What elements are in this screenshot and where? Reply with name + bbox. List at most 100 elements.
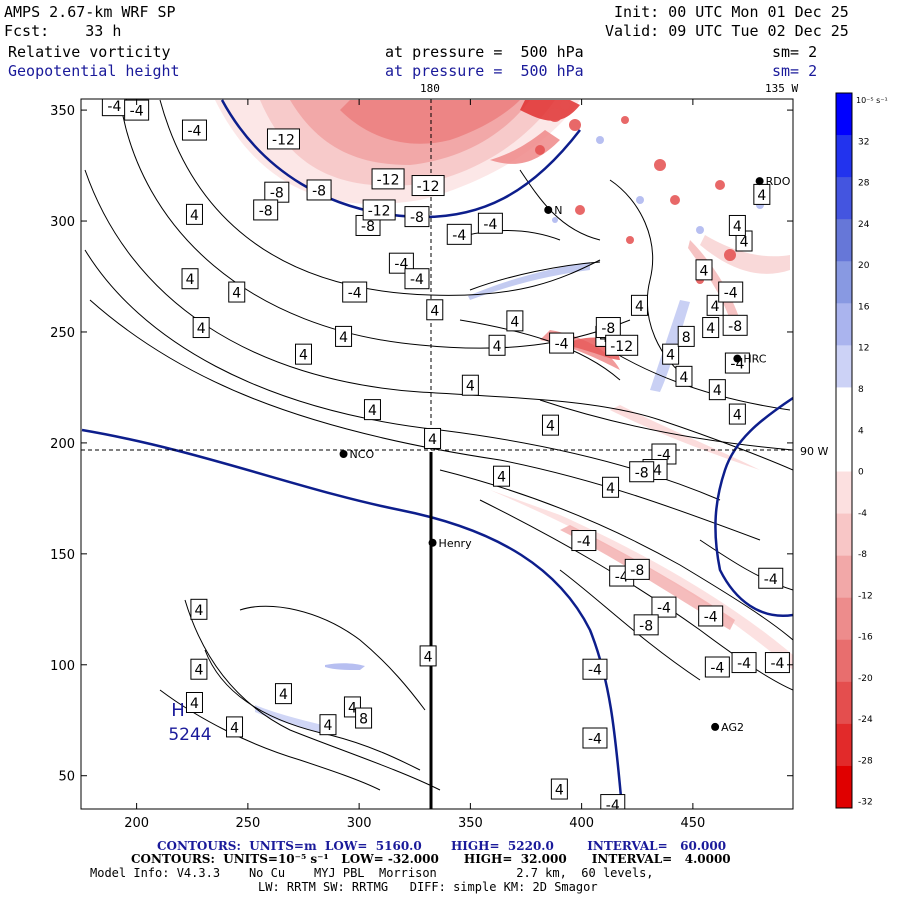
colorbar-label: 28 — [858, 179, 870, 189]
lon-label-90w: 90 W — [800, 445, 828, 458]
station-dot — [755, 177, 764, 186]
station-dot — [428, 538, 437, 547]
contour-label-4-box — [274, 683, 292, 705]
contour-label-4-box — [190, 658, 208, 680]
y-tick-label: 300 — [50, 215, 75, 230]
colorbar-swatch — [836, 471, 852, 515]
colorbar-swatch — [836, 345, 852, 388]
field2-level: at pressure = 500 hPa — [385, 62, 584, 80]
contour-label-neg4-box — [764, 652, 790, 674]
contour-label-4-box — [335, 325, 353, 347]
plot-frame — [80, 98, 794, 810]
contour-label-neg8-box — [404, 206, 430, 228]
contour-label-neg12-box — [411, 175, 445, 197]
contour-label-neg4: -4 — [764, 572, 778, 588]
contour-label-4: 4 — [680, 370, 689, 386]
colorbar-swatch — [836, 93, 852, 136]
contour-label-4: 4 — [493, 339, 502, 355]
contour-label-4: 4 — [194, 603, 203, 619]
contour-label-4: 4 — [635, 299, 644, 315]
x-tick-label: 350 — [458, 816, 483, 831]
contour-label-4: 4 — [424, 649, 433, 665]
init-time: Init: 00 UTC Mon 01 Dec 25 — [614, 3, 849, 21]
contour-label-neg4-box — [698, 605, 724, 627]
station-dot — [339, 450, 348, 458]
colorbar-label: 24 — [858, 220, 870, 230]
contour-label-4-box — [728, 214, 746, 236]
contour-label-neg4: -4 — [410, 272, 424, 288]
contour-label-neg4: -4 — [724, 286, 738, 302]
contour-label-neg4-box — [549, 332, 575, 354]
station-label: RDO — [766, 175, 791, 188]
contour-label-neg8: -8 — [630, 563, 644, 579]
contour-label-4: 4 — [232, 286, 241, 302]
contour-label-4-box — [602, 476, 620, 498]
footer-vorticity-contours: CONTOURS: UNITS=10⁻⁵ s⁻¹ LOW= -32.000 HI… — [131, 852, 731, 866]
y-tick-label: 100 — [50, 659, 75, 674]
footer-model-info: Model Info: V4.3.3 No Cu MYJ PBL Morriso… — [90, 866, 654, 880]
lon-label-135w: 135 W — [765, 82, 799, 95]
contour-label-4: 4 — [706, 321, 715, 337]
contour-label-neg12: -12 — [368, 203, 391, 219]
x-tick-label: 450 — [680, 816, 705, 831]
contour-label-neg8: -8 — [728, 319, 742, 335]
contour-label-neg8: -8 — [270, 186, 284, 202]
contour-label-neg4-box — [651, 596, 677, 618]
contour-label-neg8: -8 — [410, 210, 424, 226]
contour-label-4-box — [181, 268, 199, 290]
station-label: NCO — [350, 448, 375, 461]
station-dot — [711, 722, 720, 731]
contour-label-neg8: -8 — [259, 203, 273, 219]
contour-label-4-box — [493, 465, 511, 487]
contour-label-4: 4 — [757, 188, 766, 204]
contour-label-neg4-box — [600, 794, 626, 809]
contour-label-neg12: -12 — [610, 339, 633, 355]
contour-label-neg8-box — [624, 558, 650, 580]
contour-label-4: 4 — [711, 299, 720, 315]
contour-label-4: 4 — [606, 481, 615, 497]
contour-label-neg12-box — [371, 168, 405, 190]
contour-label-8: 8 — [359, 712, 368, 728]
contour-label-4-box — [295, 343, 312, 365]
contour-label-neg4-box — [477, 212, 503, 234]
contour-label-4: 4 — [368, 403, 377, 419]
color-bar: 32 28 24 20 16 12 8 4 0 -4 -8 -12 -16 -20 -24 -28 -32 — [835, 92, 873, 809]
contour-label-neg12: -12 — [417, 179, 440, 195]
contour-label-neg4-box — [724, 352, 750, 374]
colorbar-label: -28 — [858, 756, 873, 766]
colorbar-label: 12 — [858, 344, 869, 354]
footer-physics-info: LW: RRTM SW: RRTMG DIFF: simple KM: 2D S… — [258, 880, 598, 894]
contour-label-4-box — [708, 379, 726, 401]
contour-label-4-box — [185, 203, 203, 225]
contour-labels: 444444444444444444444444444444444444-4-4… — [101, 99, 790, 809]
colorbar-label: 4 — [858, 426, 864, 436]
contour-label-4: 4 — [430, 303, 439, 319]
contour-label-4-box — [426, 299, 444, 321]
contour-label-4: 4 — [190, 696, 199, 712]
contour-label-4-box — [192, 317, 210, 339]
contour-label-neg8-box — [633, 614, 659, 636]
field2-name: Geopotential height — [8, 62, 180, 80]
forecast-hour: Fcst: 33 h — [4, 22, 122, 40]
contour-label-neg4-box — [342, 281, 368, 303]
high-letter: H — [171, 700, 185, 721]
contour-label-4: 4 — [733, 408, 742, 424]
contour-label-neg4: -4 — [588, 732, 602, 748]
x-tick-label: 300 — [347, 816, 372, 831]
contour-label-neg8: -8 — [639, 618, 653, 634]
contour-label-neg4-box — [181, 119, 207, 141]
contour-label-neg4-box — [731, 652, 757, 674]
contour-label-4-box — [550, 778, 568, 800]
contour-label-4-box — [702, 317, 720, 339]
contour-label-neg12: -12 — [272, 132, 295, 148]
contour-label-neg4-box — [404, 268, 430, 290]
contour-label-4-box — [185, 692, 203, 713]
station-dot — [733, 354, 742, 363]
field1-level: at pressure = 500 hPa — [385, 43, 584, 61]
contour-label-neg4: -4 — [588, 663, 602, 679]
contour-label-neg4: -4 — [452, 228, 466, 244]
contour-label-4: 4 — [733, 219, 742, 235]
contour-label-neg8-box — [306, 179, 332, 201]
station-label: HRC — [743, 353, 766, 366]
